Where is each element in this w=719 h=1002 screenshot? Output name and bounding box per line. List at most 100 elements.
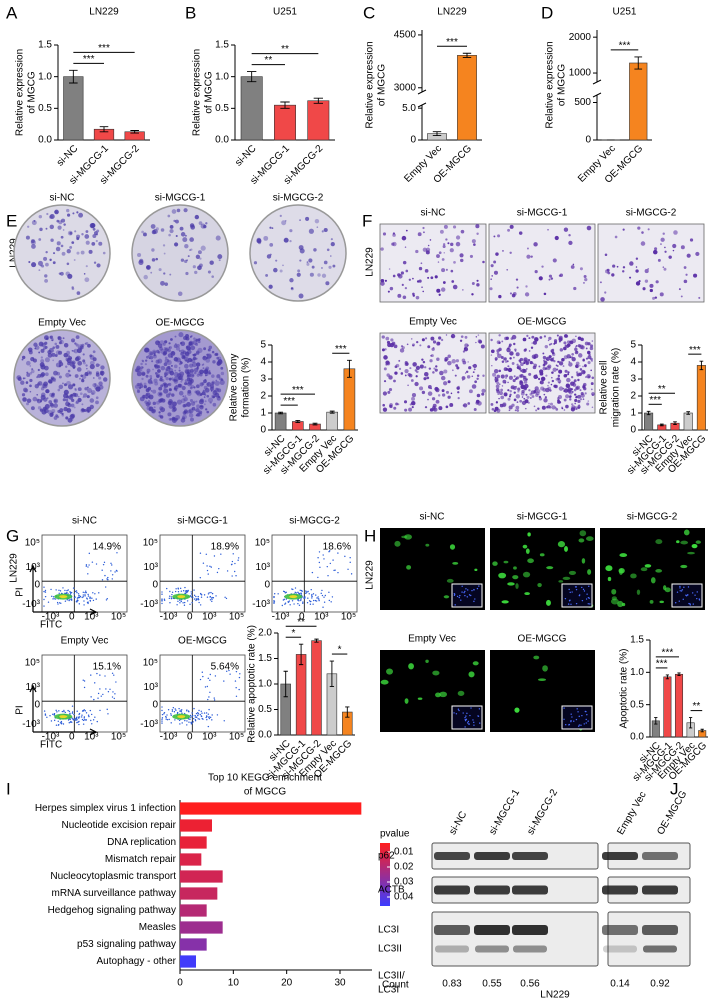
event: [98, 693, 99, 694]
flow-tick-label: 10³: [84, 612, 99, 623]
event: [311, 597, 312, 598]
flow-tick-label: 0: [34, 580, 40, 591]
flow-tick-label: 10³: [84, 732, 99, 743]
flow-tick-label: -10³: [160, 612, 178, 623]
cell: [433, 340, 436, 343]
positive-cell: [641, 567, 648, 571]
significance-label: ***: [98, 43, 110, 54]
event: [59, 602, 60, 603]
nucleus: [461, 591, 462, 592]
event: [83, 594, 84, 595]
event: [99, 688, 100, 689]
event: [209, 692, 210, 693]
event: [311, 589, 312, 590]
colony-plate: [132, 205, 228, 301]
cell: [636, 258, 638, 260]
cell: [551, 405, 555, 409]
nucleus: [466, 713, 467, 714]
event: [205, 686, 206, 687]
cell: [590, 370, 592, 372]
event: [76, 601, 77, 602]
event: [45, 590, 46, 591]
colony: [269, 227, 271, 229]
cell: [497, 234, 500, 237]
significance-label: *: [291, 628, 295, 639]
positive-cell: [474, 569, 477, 571]
cell: [591, 382, 594, 385]
cell: [556, 364, 558, 366]
colony: [193, 265, 196, 268]
event: [193, 708, 194, 709]
y-axis-label: formation (%): [241, 357, 252, 417]
chart-title: LN229: [89, 7, 119, 18]
y-tick-label: 5.0: [402, 103, 416, 114]
cell: [534, 337, 539, 342]
cell: [600, 281, 602, 283]
cell: [421, 358, 423, 360]
y-tick-label: Herpes simplex virus 1 infection: [35, 803, 176, 814]
blot-band: [512, 925, 548, 935]
colony: [86, 368, 88, 370]
cell: [445, 238, 447, 240]
colony: [204, 396, 206, 398]
y-tick-label: Hedgehog signaling pathway: [48, 905, 176, 916]
colony: [36, 394, 38, 396]
cell: [579, 345, 584, 350]
chart-title: of MGCG: [244, 787, 286, 798]
cell: [402, 236, 407, 241]
nucleus: [470, 707, 471, 708]
colony: [168, 234, 171, 237]
colony: [158, 387, 162, 391]
bar: [644, 413, 652, 430]
positive-cell: [655, 539, 662, 544]
colony: [272, 227, 274, 229]
positive-cell: [655, 569, 662, 573]
cell: [467, 402, 470, 405]
cell: [453, 261, 456, 264]
colony: [165, 369, 168, 372]
event: [196, 717, 197, 718]
event: [175, 708, 176, 709]
colony: [182, 237, 187, 242]
colony: [29, 365, 31, 367]
colony: [71, 414, 75, 418]
event: [86, 597, 87, 598]
colony: [101, 371, 103, 373]
cell: [586, 348, 588, 350]
colony: [81, 403, 83, 405]
colony: [151, 360, 153, 362]
colony: [196, 384, 200, 388]
event: [191, 593, 192, 594]
colony: [26, 402, 29, 405]
cell: [407, 384, 409, 386]
colony: [177, 209, 181, 213]
nucleus: [461, 586, 462, 587]
cell: [571, 388, 573, 390]
colony: [96, 240, 98, 242]
colony: [205, 400, 207, 402]
cell: [453, 225, 456, 228]
event: [74, 597, 75, 598]
cell: [513, 343, 515, 345]
cell: [533, 375, 537, 379]
cell: [542, 406, 546, 410]
cell: [481, 393, 484, 396]
cell: [663, 233, 665, 235]
event: [114, 571, 115, 572]
positive-cell: [394, 541, 400, 547]
event: [300, 592, 301, 593]
event: [49, 715, 50, 716]
colony: [29, 372, 32, 375]
colony: [98, 377, 101, 380]
event: [283, 599, 284, 600]
event: [223, 680, 224, 681]
nucleus: [477, 588, 478, 589]
event: [171, 598, 172, 599]
cell: [394, 372, 397, 375]
cell: [510, 225, 514, 229]
colony: [44, 279, 48, 283]
colony: [216, 357, 219, 360]
event: [56, 724, 57, 725]
cell: [532, 395, 535, 398]
cell: [384, 380, 386, 382]
